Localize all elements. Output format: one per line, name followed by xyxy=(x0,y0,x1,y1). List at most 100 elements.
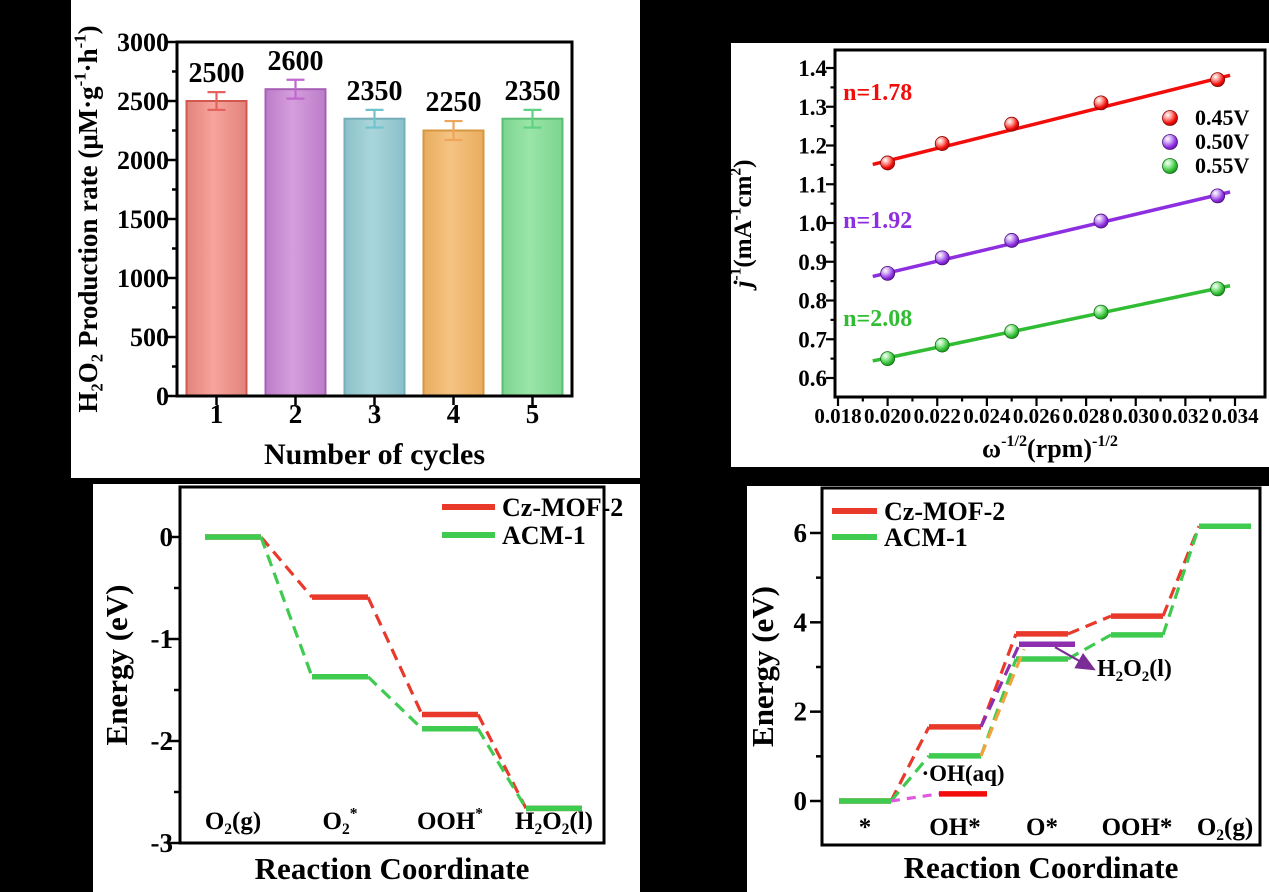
y-tick-label: 1.0 xyxy=(798,211,827,236)
y-tick-label: 0.9 xyxy=(798,250,827,275)
y-tick-label: 0 xyxy=(160,522,174,552)
y-tick-label: 500 xyxy=(130,323,169,352)
y-tick-label: 4 xyxy=(794,607,808,637)
category-label: O2(g) xyxy=(1197,814,1253,844)
legend-label: 0.55V xyxy=(1195,153,1250,178)
x-tick-label: 1 xyxy=(210,399,224,429)
data-point xyxy=(1004,324,1020,339)
bar-chart-svg: 2500 2600 2350 2250 2350 0 500 1000 1500 2000 2500… xyxy=(71,25,574,471)
data-point xyxy=(934,136,950,151)
y-tick-label: 0.6 xyxy=(798,366,827,391)
y-tick-label: 0 xyxy=(794,786,808,816)
energy-levels xyxy=(205,534,582,812)
x-axis-title: ω-1/2(rpm)-1/2 xyxy=(982,433,1118,463)
y-tick-label: -2 xyxy=(151,726,174,756)
x-tick-label: 2 xyxy=(289,399,303,429)
panel-koutecky-levich-plot: 0.6 0.7 0.8 0.9 1.0 1.1 1.2 1.3 1.4 0.018 0.020 0.0… xyxy=(731,43,1269,467)
connector xyxy=(889,754,931,803)
y-axis-title: Energy (eV) xyxy=(99,585,134,746)
data-point xyxy=(1210,188,1226,204)
axis-ticks xyxy=(810,531,822,803)
connector xyxy=(979,658,1018,757)
oh-aq-connector xyxy=(890,792,940,803)
legend-marker xyxy=(1162,134,1178,150)
category-label: H2O2(l) xyxy=(515,808,593,838)
x-tick-label: 0.018 xyxy=(814,404,861,428)
connector xyxy=(889,726,931,802)
bar-value-label: 2250 xyxy=(426,87,482,118)
koutecky-levich-svg: 0.60.70.80.91.01.11.21.31.40.018 0.020 0.0… xyxy=(731,48,1267,463)
oh-aq-label: ·OH(aq) xyxy=(921,761,1004,786)
x-tick-label: 0.034 xyxy=(1211,404,1259,428)
panel-h2o2-production-bar-chart: 2500 2600 2350 2250 2350 0 500 1000 1500 2000 2500… xyxy=(71,0,640,478)
data-point xyxy=(1093,213,1109,229)
bar-value-label: 2500 xyxy=(189,58,245,89)
category-label: O* xyxy=(1026,814,1058,841)
y-tick-label: 1.3 xyxy=(798,95,827,120)
y-tick-label: 3000 xyxy=(117,28,169,57)
x-tick-label: 3 xyxy=(368,399,382,429)
plot-frame xyxy=(178,485,606,845)
h2o2-arrow xyxy=(1054,646,1096,671)
legend-label: 0.50V xyxy=(1195,129,1250,154)
data-point xyxy=(1210,281,1226,297)
connector xyxy=(366,675,424,730)
y-tick-label: 0.7 xyxy=(798,327,827,352)
category-label: O2(g) xyxy=(205,808,261,838)
x-axis-title: Reaction Coordinate xyxy=(904,850,1179,885)
data-point xyxy=(880,351,896,367)
bars xyxy=(185,88,564,397)
x-tick-label: 0.028 xyxy=(1063,404,1110,428)
y-tick-label: 6 xyxy=(794,518,808,548)
data-point xyxy=(1093,95,1109,111)
h2o2-connector-orange xyxy=(979,648,1026,757)
legend-label: Cz-MOF-2 xyxy=(502,493,623,522)
y-tick-label: 1500 xyxy=(117,205,169,234)
x-tick-label: 0.026 xyxy=(1013,404,1060,428)
data-point xyxy=(934,250,950,266)
connector xyxy=(476,713,528,810)
fit-line xyxy=(872,284,1231,363)
x-axis-title: Reaction Coordinate xyxy=(255,851,530,886)
x-tick-label: 0.032 xyxy=(1162,404,1209,428)
n-electron-label: n=2.08 xyxy=(843,306,912,332)
connector xyxy=(476,727,528,810)
bar-cycle-1 xyxy=(185,100,248,397)
legend-marker xyxy=(1162,110,1178,126)
y-axis-title: j-1(mA-1cm2) xyxy=(731,159,757,291)
legend-label: Cz-MOF-2 xyxy=(884,497,1005,526)
h2o2-label: H2O2(l) xyxy=(1097,656,1172,685)
y-tick-label: -1 xyxy=(151,624,174,654)
data-point xyxy=(880,265,896,281)
step-connectors xyxy=(259,535,528,810)
data-point xyxy=(1004,233,1020,248)
y-axis-title: Energy (eV) xyxy=(747,586,780,747)
data-point xyxy=(1004,116,1020,132)
x-tick-label: 5 xyxy=(526,399,540,429)
category-label: * xyxy=(859,814,872,841)
connector xyxy=(259,536,314,678)
data-point xyxy=(1093,304,1109,320)
category-label: OOH* xyxy=(417,806,483,836)
data-point xyxy=(934,337,950,353)
y-tick-label: 1.4 xyxy=(798,56,827,81)
axis-ticks xyxy=(826,66,1237,406)
fit-line xyxy=(872,73,1231,167)
category-label: OOH* xyxy=(1102,814,1173,841)
y-tick-label: 1.2 xyxy=(798,134,827,159)
x-tick-label: 0.020 xyxy=(864,404,911,428)
y-tick-label: 1000 xyxy=(117,264,169,293)
y-axis-title: H2O2 Production rate (μM·g-1·h-1) xyxy=(71,25,106,412)
panel-energy-diagram-orr: 0 -1 -2 -3 O2(g) O2* OOH* H2O2(l) Cz-MOF-2 ACM-1 R… xyxy=(93,484,640,892)
x-tick-label: 0.030 xyxy=(1112,404,1159,428)
legend-label: 0.45V xyxy=(1195,105,1250,130)
y-tick-label: 0 xyxy=(156,382,169,411)
connector xyxy=(259,535,314,599)
bar-cycle-5 xyxy=(501,117,564,397)
y-tick-label: 2000 xyxy=(117,146,169,175)
y-tick-label: 2 xyxy=(794,697,808,727)
category-label: O2* xyxy=(323,806,358,839)
